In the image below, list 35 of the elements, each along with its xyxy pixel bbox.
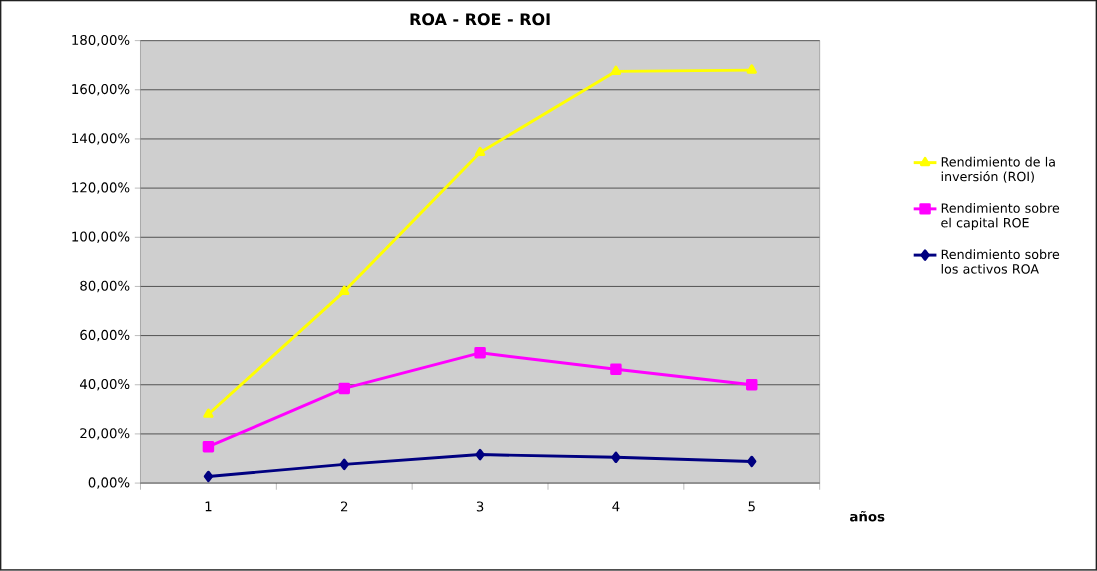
legend-label: Rendimiento sobre el capital ROE (941, 203, 1060, 231)
point (474, 347, 486, 359)
point (746, 379, 758, 391)
y-tick-label: 80,00% (80, 280, 130, 293)
x-axis-title: años (850, 511, 885, 522)
y-tick-label: 180,00% (72, 35, 130, 47)
point (474, 146, 486, 157)
point (202, 441, 215, 453)
point (203, 408, 214, 419)
point (610, 65, 622, 76)
point (338, 382, 350, 395)
chart-title: ROA - ROE - ROI (410, 13, 550, 26)
y-tick-label: 100,00% (72, 231, 130, 244)
x-tick-label: 2 (341, 501, 348, 512)
point (475, 449, 485, 461)
y-tick-label: 160,00% (72, 84, 130, 96)
point (610, 363, 622, 376)
point (203, 470, 214, 483)
legend-label: Rendimiento sobre los activos ROA (941, 249, 1060, 274)
point (611, 451, 621, 464)
point (339, 458, 349, 471)
x-tick-label: 3 (476, 501, 484, 512)
point (747, 455, 757, 468)
y-tick-label: 0,00% (88, 477, 130, 489)
x-tick-label: 5 (748, 501, 755, 512)
point (746, 64, 757, 74)
point (339, 285, 350, 296)
y-tick-label: 40,00% (79, 379, 130, 391)
y-tick-label: 20,00% (80, 428, 130, 440)
x-tick-label: 1 (205, 501, 212, 512)
y-tick-label: 120,00% (72, 182, 130, 194)
x-tick-label: 4 (612, 501, 620, 512)
legend-label: Rendimiento de la inversión (ROI) (941, 157, 1055, 183)
y-tick-label: 60,00% (80, 330, 130, 342)
y-tick-label: 140,00% (72, 133, 130, 145)
